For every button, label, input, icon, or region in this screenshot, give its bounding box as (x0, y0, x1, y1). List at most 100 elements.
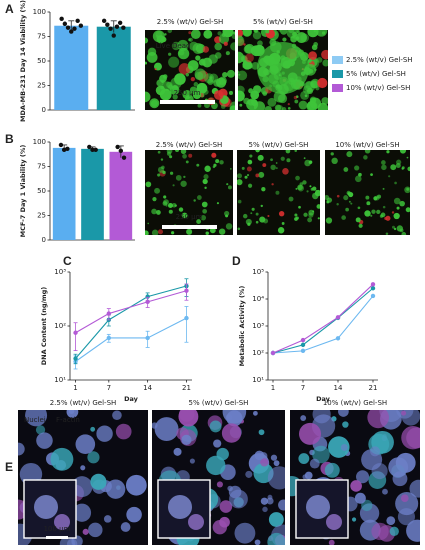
cell (300, 90, 310, 100)
y-tick-label: 0 (42, 106, 46, 114)
cell (245, 470, 253, 478)
cell (338, 410, 349, 417)
cell (234, 522, 256, 544)
replicate-point (69, 29, 74, 34)
y-tick-label: 10³ (252, 322, 264, 330)
cell (249, 154, 253, 158)
cell (271, 183, 274, 186)
cell (275, 162, 278, 164)
cell (356, 470, 370, 484)
cell (187, 60, 199, 71)
replicate-point (111, 33, 116, 38)
cell (229, 105, 235, 110)
series-point (145, 335, 150, 341)
micrograph-bg (145, 150, 233, 235)
cell (241, 166, 245, 170)
cell (392, 225, 396, 229)
cell (239, 103, 243, 107)
cell (178, 49, 185, 56)
cell (280, 156, 285, 161)
cell (390, 164, 397, 171)
cell (273, 460, 280, 467)
replicate-point (117, 20, 123, 25)
cell (395, 492, 419, 516)
series-point (300, 348, 306, 354)
cell (188, 31, 192, 35)
cell (282, 168, 289, 175)
cell (254, 30, 259, 33)
cell (393, 197, 401, 205)
cell (204, 165, 211, 172)
series-point (73, 330, 78, 335)
cell (204, 186, 207, 190)
cell (321, 49, 328, 60)
cell (152, 422, 158, 429)
cell (270, 158, 273, 162)
cell (394, 181, 397, 185)
cell (366, 201, 371, 206)
cells (145, 30, 235, 110)
cell (161, 36, 167, 43)
cell (213, 163, 217, 167)
cell (376, 209, 381, 215)
cell (159, 74, 167, 83)
cell (281, 222, 285, 225)
cell (174, 204, 177, 207)
cell (188, 153, 193, 158)
cell (237, 199, 242, 204)
cell (326, 197, 333, 203)
cell (399, 150, 407, 154)
series-point (335, 336, 341, 341)
cell (288, 196, 294, 202)
cell (303, 212, 308, 217)
cell (369, 446, 381, 457)
cell (186, 228, 193, 235)
cell (348, 200, 351, 203)
replicate-point (78, 23, 84, 28)
cell (162, 170, 166, 175)
image-title: 5% (wt/v) Gel-SH (249, 141, 309, 149)
scale-bar-label: 250 µm (176, 213, 203, 221)
cell (258, 429, 265, 436)
cell (174, 73, 186, 85)
scale-bar-label: 250 µm (174, 89, 201, 97)
cell (336, 203, 339, 206)
cell (202, 46, 210, 53)
cell (262, 506, 268, 513)
replicate-point (105, 22, 110, 27)
inset-cell (188, 514, 204, 530)
cell (180, 180, 187, 187)
cell (192, 43, 204, 55)
cell (197, 103, 202, 108)
cell (183, 175, 186, 179)
cell (381, 160, 386, 165)
cell (151, 208, 157, 215)
legend-swatch (332, 70, 343, 78)
cell (267, 97, 277, 107)
series-point (145, 299, 150, 305)
y-axis-label: MDA-MB-231 Day 14 Viability (%) (19, 0, 27, 122)
cell (215, 159, 220, 164)
cell (324, 462, 340, 478)
cell (71, 476, 93, 498)
cell (371, 463, 388, 480)
cell (261, 187, 266, 192)
cell (90, 473, 107, 490)
cell (168, 52, 172, 56)
cell (357, 206, 361, 210)
cell (18, 442, 25, 456)
cell (367, 410, 389, 429)
cell (173, 447, 182, 456)
cell (190, 30, 201, 40)
cell (358, 172, 362, 177)
micrograph (152, 410, 285, 545)
cell (255, 173, 260, 178)
cell (290, 35, 298, 43)
cell (219, 160, 224, 165)
cell (120, 522, 131, 532)
cell (382, 187, 385, 190)
cells (237, 150, 320, 234)
cell (343, 195, 349, 201)
cell (103, 515, 112, 523)
cell (156, 210, 161, 215)
